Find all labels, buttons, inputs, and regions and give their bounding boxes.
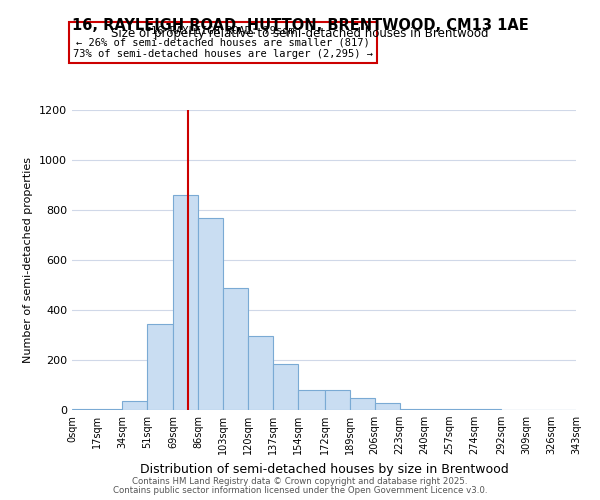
Bar	[72, 409, 97, 410]
Bar	[274, 364, 298, 410]
Bar	[475, 409, 501, 410]
Bar	[425, 409, 449, 410]
Text: Size of property relative to semi-detached houses in Brentwood: Size of property relative to semi-detach…	[111, 28, 489, 40]
Y-axis label: Number of semi-detached properties: Number of semi-detached properties	[23, 157, 34, 363]
Text: Contains HM Land Registry data © Crown copyright and database right 2025.: Contains HM Land Registry data © Crown c…	[132, 477, 468, 486]
Text: 16, RAYLEIGH ROAD, HUTTON, BRENTWOOD, CM13 1AE: 16, RAYLEIGH ROAD, HUTTON, BRENTWOOD, CM…	[71, 18, 529, 32]
X-axis label: Distribution of semi-detached houses by size in Brentwood: Distribution of semi-detached houses by …	[140, 462, 508, 475]
Bar	[374, 402, 400, 410]
Bar	[325, 390, 350, 410]
Text: Contains public sector information licensed under the Open Government Licence v3: Contains public sector information licen…	[113, 486, 487, 495]
Bar	[298, 390, 325, 410]
Bar	[122, 401, 147, 410]
Bar	[223, 288, 248, 410]
Bar	[400, 409, 425, 410]
Bar	[173, 195, 199, 410]
Bar	[199, 218, 223, 410]
Bar	[449, 409, 475, 410]
Text: 16 RAYLEIGH ROAD: 79sqm
← 26% of semi-detached houses are smaller (817)
73% of s: 16 RAYLEIGH ROAD: 79sqm ← 26% of semi-de…	[73, 26, 373, 59]
Bar	[248, 336, 274, 410]
Bar	[97, 409, 122, 410]
Bar	[147, 324, 173, 410]
Bar	[350, 398, 374, 410]
